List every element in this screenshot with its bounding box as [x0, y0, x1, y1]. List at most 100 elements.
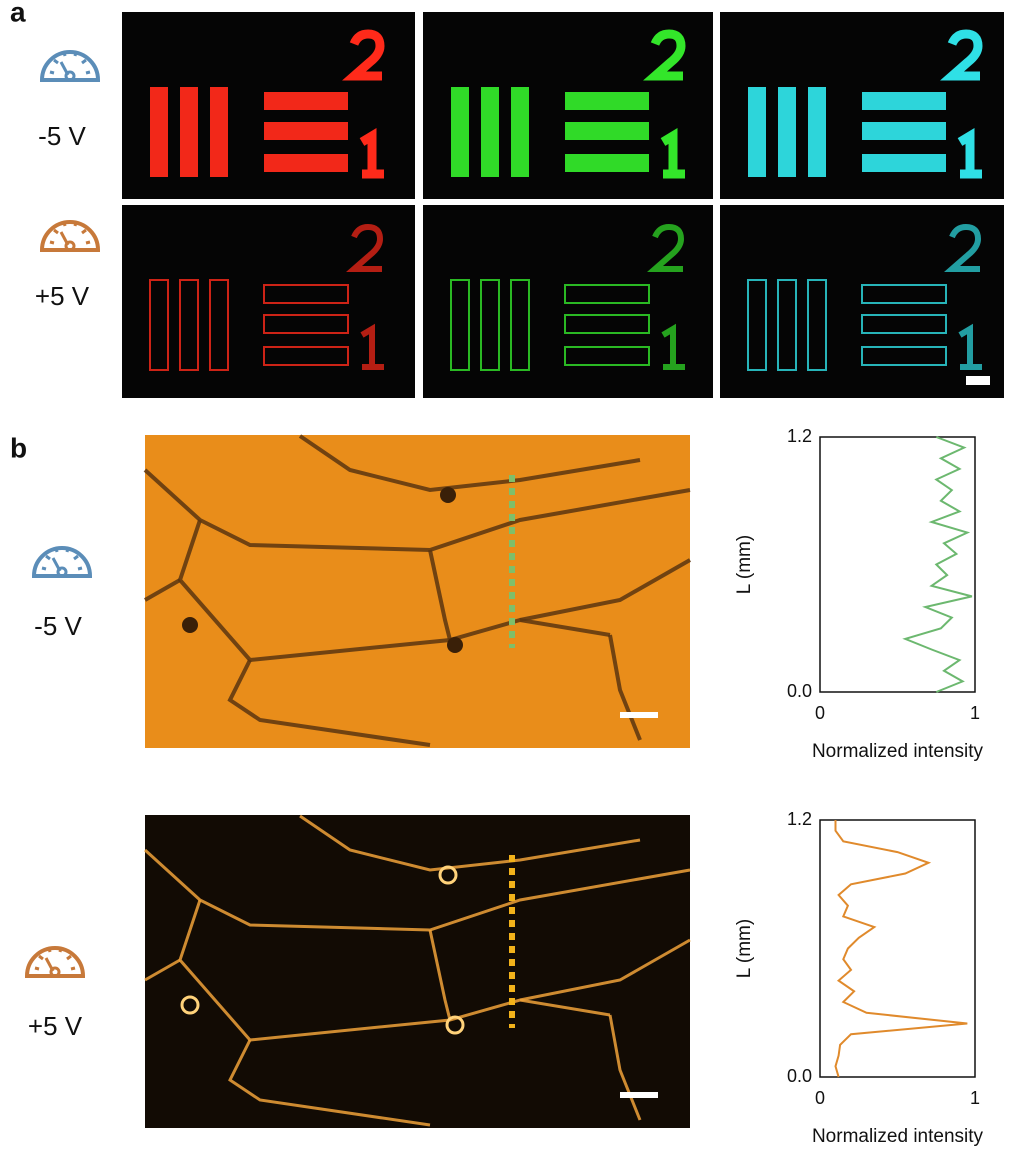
- y-tick-label: 0.0: [787, 1066, 812, 1086]
- nucleus: [440, 487, 456, 503]
- image-bg: [145, 435, 690, 748]
- micrographs: [122, 12, 1004, 1128]
- target-digit: [940, 29, 983, 81]
- cell-wall: [178, 899, 611, 1042]
- gauge-icon: [25, 946, 85, 978]
- target-bar: [179, 279, 199, 371]
- target-bar: [264, 92, 348, 110]
- gauge-icon: [40, 50, 100, 82]
- target-digit: [661, 323, 685, 370]
- target-bar: [149, 279, 169, 371]
- image-bg: [145, 815, 690, 1128]
- cell-wall: [143, 468, 691, 553]
- cell-wall: [143, 848, 691, 932]
- gauge-icon: [40, 220, 100, 252]
- profile-line: [834, 820, 968, 1078]
- nucleus: [445, 1015, 465, 1035]
- target-digit: [957, 128, 982, 179]
- cell-wall: [228, 1039, 431, 1127]
- charts: 0 1 0.0 1.2 Normalized intensity L (mm) 0 1 0.0 1…: [734, 426, 984, 1147]
- target-digit: [360, 323, 384, 370]
- target-bar: [263, 346, 349, 366]
- x-axis-label: Normalized intensity: [812, 1126, 984, 1147]
- profile-chart: 0 1 0.0 1.2 Normalized intensity L (mm): [734, 809, 984, 1147]
- nucleus: [180, 995, 200, 1015]
- target-digit: [958, 323, 982, 370]
- panel-label: b: [10, 432, 27, 463]
- target-digit: [647, 223, 685, 272]
- target-bar: [480, 279, 500, 371]
- target-bar: [862, 122, 946, 140]
- y-tick-label: 1.2: [787, 426, 812, 446]
- cell-wall: [299, 814, 641, 872]
- y-tick-label: 0.0: [787, 681, 812, 701]
- cell-wall: [608, 634, 642, 741]
- target-bar: [564, 314, 650, 334]
- target-image: [720, 12, 1004, 199]
- target-bar: [564, 346, 650, 366]
- target-bar: [180, 87, 198, 177]
- target-bar: [861, 284, 947, 304]
- target-image: [423, 12, 713, 199]
- target-bar: [565, 122, 649, 140]
- target-bar: [861, 314, 947, 334]
- target-digit: [660, 128, 685, 179]
- target-bar: [807, 279, 827, 371]
- target-bar: [564, 284, 650, 304]
- target-bar: [510, 279, 530, 371]
- target-digit: [643, 29, 686, 81]
- target-bar: [263, 314, 349, 334]
- nucleus: [438, 865, 458, 885]
- target-bar: [565, 92, 649, 110]
- target-bar: [210, 87, 228, 177]
- target-bar: [264, 154, 348, 172]
- target-bar: [808, 87, 826, 177]
- target-digit: [342, 29, 385, 81]
- target-bar: [862, 92, 946, 110]
- target-bar: [481, 87, 499, 177]
- nucleus: [447, 637, 463, 653]
- micrograph: [143, 814, 691, 1128]
- voltage-label: +5 V: [28, 1011, 83, 1041]
- nucleus: [182, 617, 198, 633]
- x-axis-label: Normalized intensity: [812, 741, 984, 762]
- target-bar: [209, 279, 229, 371]
- target-bar: [150, 87, 168, 177]
- micrograph: [143, 434, 691, 748]
- scale-bar: [620, 1092, 658, 1098]
- target-bar: [263, 284, 349, 304]
- cell-wall: [227, 659, 431, 747]
- cell-wall: [428, 549, 452, 641]
- target-image: [423, 205, 713, 398]
- target-digit: [346, 223, 384, 272]
- target-image: [720, 205, 1004, 398]
- cell-wall: [608, 1014, 642, 1121]
- cell-wall: [177, 519, 611, 663]
- target-image: [122, 205, 415, 398]
- gauge-icon: [32, 546, 92, 578]
- target-bar: [777, 279, 797, 371]
- scale-bar: [620, 712, 658, 718]
- target-digit: [944, 223, 982, 272]
- voltage-label: +5 V: [35, 281, 90, 311]
- target-bar: [450, 279, 470, 371]
- profile-line: [902, 436, 973, 693]
- target-bar: [747, 279, 767, 371]
- cell-wall: [519, 558, 691, 622]
- x-tick-label: 1: [970, 1088, 980, 1108]
- target-bar: [861, 346, 947, 366]
- scale-bar: [966, 376, 990, 385]
- voltage-label: -5 V: [38, 121, 86, 151]
- cell-wall: [519, 938, 691, 1002]
- target-bar: [778, 87, 796, 177]
- x-tick-label: 0: [815, 1088, 825, 1108]
- y-tick-label: 1.2: [787, 809, 812, 829]
- target-bar: [565, 154, 649, 172]
- cell-wall: [144, 578, 181, 602]
- target-bar: [511, 87, 529, 177]
- x-tick-label: 0: [815, 703, 825, 723]
- target-bar: [451, 87, 469, 177]
- plot-frame: [819, 436, 976, 693]
- target-bar: [862, 154, 946, 172]
